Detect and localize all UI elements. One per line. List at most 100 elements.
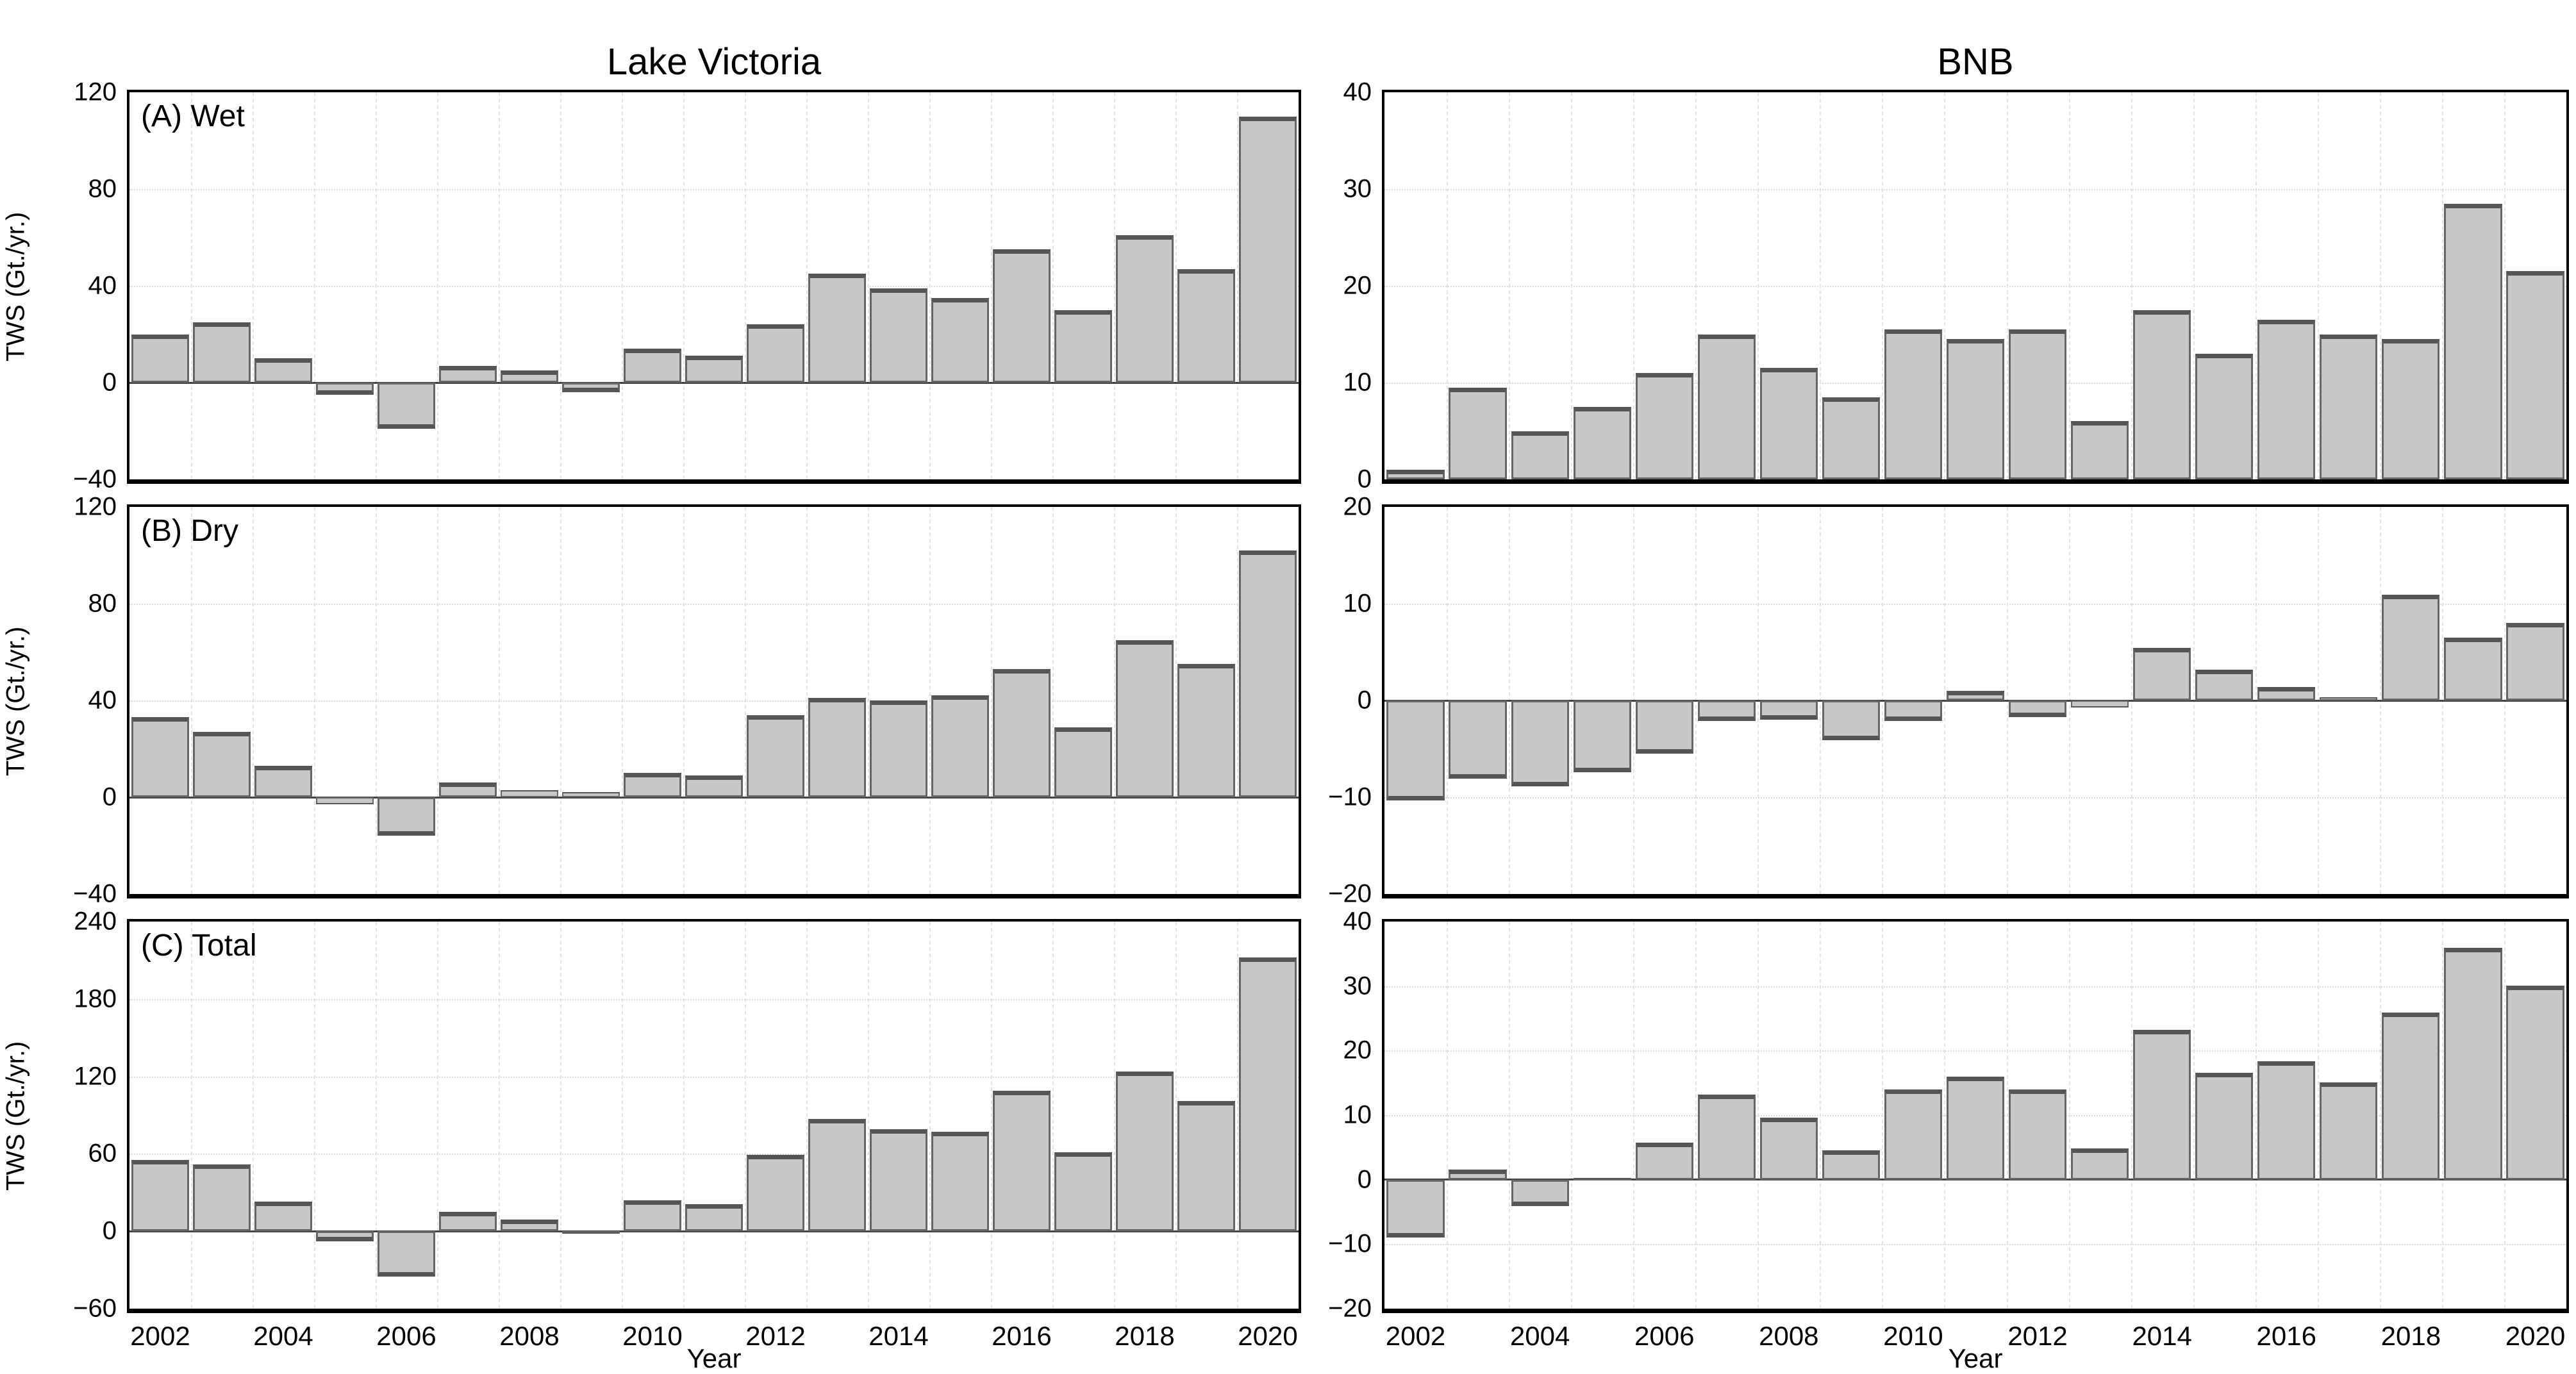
gridline-horizontal	[1384, 797, 2566, 799]
gridline-vertical	[1237, 507, 1238, 894]
x-tick-label: 2004	[253, 1321, 313, 1351]
gridline-vertical	[868, 92, 869, 479]
gridline-vertical	[314, 92, 315, 479]
y-tick-label: 40	[88, 686, 117, 715]
bar-2018	[2382, 595, 2440, 700]
gridline-horizontal	[129, 998, 1299, 1000]
gridline-vertical	[1695, 922, 1697, 1309]
gridline-vertical	[560, 922, 561, 1309]
panel-bnb-wet	[1382, 90, 2569, 484]
bar-2004	[254, 358, 312, 383]
bar-2008	[1759, 368, 1818, 479]
bar-2016	[993, 1090, 1051, 1232]
bar-2013	[808, 698, 866, 797]
gridline-vertical	[191, 507, 192, 894]
bar-2007	[439, 365, 497, 383]
bar-2012	[2008, 1089, 2067, 1180]
bar-2002	[1386, 700, 1445, 800]
bar-2003	[193, 1164, 251, 1232]
y-tick-label: 10	[1343, 1100, 1372, 1129]
bar-2013	[2070, 1148, 2129, 1180]
bar-2007	[1697, 334, 1756, 479]
gridline-vertical	[1509, 92, 1511, 479]
gridline-horizontal	[1384, 189, 2566, 190]
gridline-vertical	[376, 507, 377, 894]
bar-2011	[1946, 690, 2005, 700]
gridline-horizontal	[1384, 604, 2566, 605]
y-tick-label: 40	[1343, 78, 1372, 106]
y-tick-label: 240	[74, 907, 117, 936]
bar-2002	[131, 717, 189, 797]
bar-2017	[2320, 1082, 2378, 1180]
panel-bnb-dry	[1382, 504, 2569, 898]
bar-2020	[2506, 985, 2564, 1180]
bar-2014	[2133, 310, 2191, 479]
y-tick-label: −10	[1328, 782, 1372, 811]
bar-2008	[501, 370, 558, 383]
bar-2020	[1239, 957, 1297, 1232]
x-tick-label: 2020	[2505, 1321, 2566, 1351]
y-ticks-lake-victoria-total: 240 180 120 60 0 −60	[32, 907, 127, 1323]
bar-2012	[747, 1155, 804, 1232]
y-tick-label: 40	[88, 271, 117, 300]
gridline-vertical	[437, 922, 438, 1309]
bar-2017	[1054, 727, 1112, 797]
y-tick-label: 80	[88, 174, 117, 203]
gridline-vertical	[437, 507, 438, 894]
y-axis-label-dry: TWS (Gt./yr.)	[1, 626, 30, 777]
gridline-vertical	[929, 92, 931, 479]
bar-2003	[1449, 387, 1507, 479]
y-axis-label-total: TWS (Gt./yr.)	[1, 1041, 30, 1191]
gridline-vertical	[1509, 922, 1511, 1309]
y-tick-label: 120	[74, 492, 117, 521]
x-tick-label: 2014	[868, 1321, 929, 1351]
bar-2014	[870, 1129, 927, 1232]
bar-2008	[1759, 1118, 1818, 1180]
gridline-vertical	[253, 92, 254, 479]
x-tick-label: 2002	[130, 1321, 190, 1351]
bar-2007	[1697, 1094, 1756, 1180]
column-title-lake-victoria: Lake Victoria	[606, 41, 822, 83]
bar-2013	[2070, 421, 2129, 479]
bar-2004	[1511, 431, 1569, 479]
gridline-vertical	[1114, 507, 1115, 894]
y-tick-label: −40	[73, 465, 117, 493]
x-tick-label: 2006	[376, 1321, 436, 1351]
bar-2019	[1177, 269, 1235, 383]
bar-2016	[2257, 319, 2316, 479]
bar-2014	[870, 288, 927, 383]
gridline-vertical	[253, 922, 254, 1309]
gridline-vertical	[2379, 922, 2381, 1309]
bar-2015	[931, 297, 989, 383]
y-ticks-bnb-total: 40 30 20 10 0 −10 −20	[1301, 907, 1382, 1323]
gridline-vertical	[2255, 922, 2257, 1309]
bar-2010	[1884, 700, 1943, 721]
bar-2020	[2506, 271, 2564, 479]
bar-2009	[562, 792, 620, 797]
bar-2005	[1573, 406, 1631, 479]
x-tick-label: 2020	[1238, 1321, 1298, 1351]
gridline-vertical	[683, 922, 685, 1309]
gridline-vertical	[991, 922, 992, 1309]
bar-2005	[316, 1231, 374, 1242]
y-ticks-lake-victoria-dry: 120 80 40 0 −40	[32, 493, 127, 908]
gridline-horizontal	[129, 1076, 1299, 1078]
gridline-vertical	[1633, 92, 1635, 479]
y-tick-label: 20	[1343, 492, 1372, 521]
panel-lake-victoria-dry: (B) Dry	[127, 504, 1301, 898]
panel-label-dry: (B) Dry	[141, 514, 238, 548]
bar-2010	[624, 1200, 681, 1232]
gridline-vertical	[806, 922, 808, 1309]
gridline-vertical	[2504, 922, 2505, 1309]
bar-2012	[2008, 329, 2067, 479]
gridline-vertical	[683, 507, 685, 894]
gridline-vertical	[2131, 922, 2132, 1309]
bar-2002	[131, 334, 189, 383]
gridline-vertical	[560, 507, 561, 894]
gridline-vertical	[806, 92, 808, 479]
x-tick-label: 2006	[1634, 1321, 1695, 1351]
zero-line	[1384, 699, 2566, 702]
bar-2019	[1177, 664, 1235, 797]
gridline-vertical	[622, 507, 623, 894]
bar-2016	[2257, 1061, 2316, 1180]
